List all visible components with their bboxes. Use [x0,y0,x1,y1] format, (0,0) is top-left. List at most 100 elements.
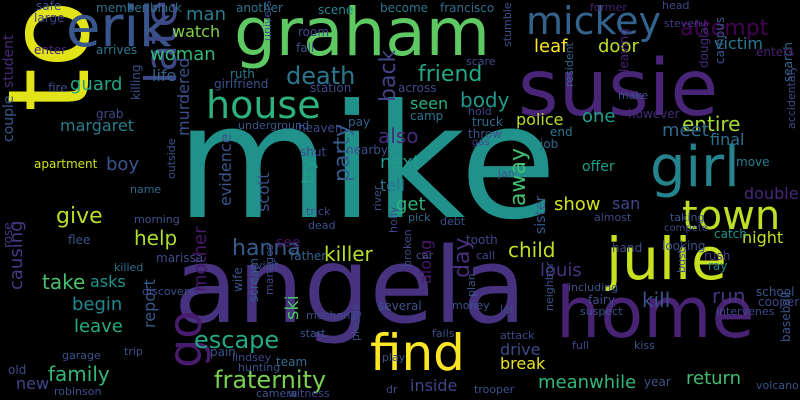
word-wife: wife [231,267,245,292]
word-safe: safe [36,0,62,13]
word-final: final [710,130,745,149]
word-outside: outside [165,138,178,179]
word-seen: seen [410,94,449,113]
word-san: san [612,194,641,213]
word-broken: broken [401,229,414,267]
word-baseball: baseball [779,291,793,342]
word-home: home [556,272,755,354]
word-leaf: leaf [534,36,568,57]
word-hanna: hanna [232,236,301,261]
word-camera: camera [256,387,298,400]
word-begin: begin [72,294,123,315]
word-take: take [42,270,86,294]
word-give: give [56,204,103,229]
word-rose: rose [1,222,15,248]
word-scott: scott [254,172,273,212]
word-several: several [378,299,422,313]
word-get: get [396,194,426,215]
word-member: member [96,1,147,15]
word-holly: holly [387,206,400,233]
word-kiss: kiss [634,339,655,352]
word-marissa: marissa [156,251,204,265]
word-heaven: heaven [298,121,343,135]
word-next: next [380,152,420,173]
word-trip: trip [124,345,143,358]
word-death: death [286,62,356,90]
word-car: car [416,249,434,262]
word-murdered: murdered [174,57,193,136]
word-catch: catch [714,227,747,241]
word-scare: scare [466,55,496,68]
word-across: across [398,81,437,95]
word-fraternity: fraternity [214,366,327,394]
word-mechanic: mechanic [306,309,360,322]
word-fall: fall [296,41,315,55]
word-attack: attack [500,329,535,342]
word-killing: killing [129,64,143,100]
word-leave: leave [74,316,123,337]
word-bust: bust [675,249,688,273]
word-student: student [1,34,17,88]
word-girlfriend: girlfriend [214,77,269,91]
word-year: year [644,375,671,389]
word-rush: rush [704,249,731,263]
word-campus: campus [713,16,727,64]
word-hand: hand [612,241,643,255]
word-friend: friend [418,62,483,87]
word-killed: killed [114,261,144,274]
word-child: child [508,238,556,262]
word-move: move [736,155,770,169]
word-pick: pick [408,211,431,224]
word-start: start [300,327,326,340]
word-jan: jan [498,167,515,180]
word-witness: witness [288,387,330,400]
word-inside: inside [410,376,458,395]
word-tooth: tooth [466,233,498,247]
word-police: police [516,110,564,129]
word-break: break [500,354,546,373]
word-louis: louis [540,260,582,281]
word-return: return [686,368,742,389]
word-almost: almost [594,211,632,224]
word-see: see [276,235,301,251]
word-volcano: volcano [756,379,799,392]
word-margaret: margaret [60,116,134,135]
word-flee: flee [68,233,91,247]
word-resident: resident [563,42,576,87]
word-leaving: leaving [617,28,631,72]
word-erik: erik [66,0,172,60]
word-boy: boy [106,154,140,175]
word-door: door [598,36,639,57]
word-graham: graham [234,0,491,71]
word-accidentaly: accidentaly [785,65,798,129]
word-asks: asks [90,272,126,291]
word-dead: dead [308,219,336,232]
word-arrives: arrives [96,43,138,57]
word-name: name [130,183,162,196]
word-job: job [540,137,559,151]
word-also: also [378,124,419,148]
word-meanwhile: meanwhile [538,372,637,393]
word-fairy: fairy [588,293,615,307]
word-apartment: apartment [34,157,98,171]
word-kill: kill [642,288,671,312]
word-head: head [662,0,690,12]
word-become: become [380,1,429,15]
word-killer: killer [324,242,373,266]
word-couple: couple [1,95,17,142]
word-escape: escape [194,326,280,354]
word-visit: visit [256,259,279,272]
word-let: let [500,303,515,316]
word-offer: offer [582,159,615,175]
word-manages: manages [263,244,276,295]
word-find: find [370,324,465,382]
word-show: show [554,194,601,215]
word-discovers: discovers [142,285,195,298]
word-another: another [236,1,283,15]
word-pay: pay [348,115,371,129]
word-drive: drive [500,340,541,359]
word-including: including [568,281,619,294]
word-help: help [134,226,178,250]
word-team: team [276,355,308,369]
word-compete: compete [664,223,708,234]
